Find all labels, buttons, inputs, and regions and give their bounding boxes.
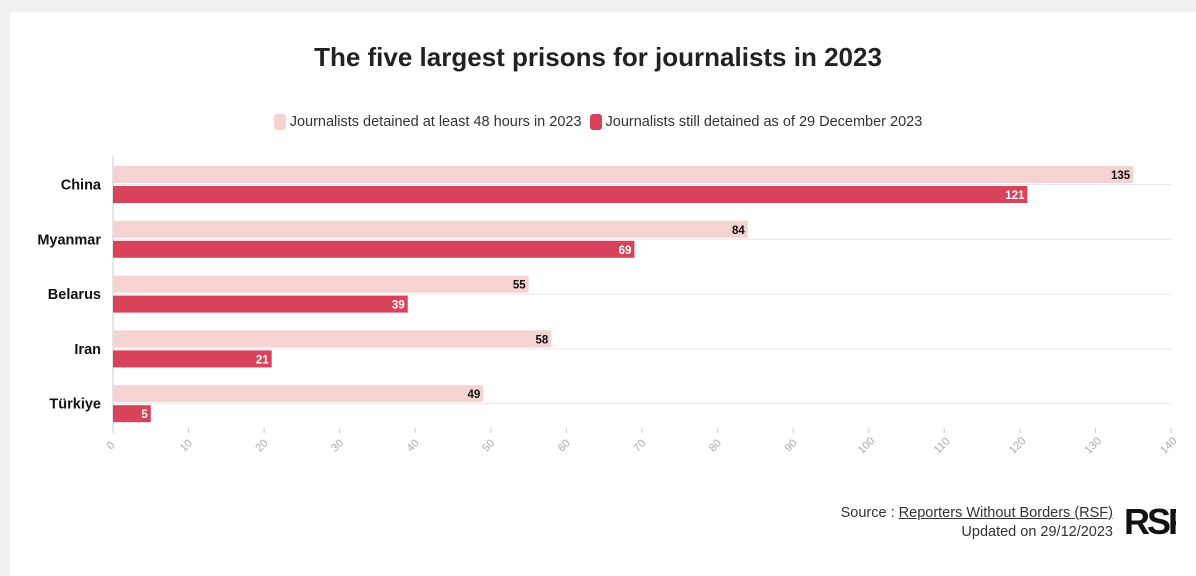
bar-china-series-2: [113, 186, 1028, 203]
x-tick-label-90: 90: [782, 437, 799, 454]
x-tick-label-110: 110: [932, 435, 953, 456]
legend-item-detained-48h[interactable]: Journalists detained at least 48 hours i…: [273, 114, 582, 130]
x-tick-label-140: 140: [1158, 435, 1179, 456]
legend-swatch-detained-48h: [273, 114, 286, 130]
bar-iran-series-2: [113, 350, 272, 368]
legend-label-still-detained: Journalists still detained as of 29 Dece…: [605, 114, 923, 130]
data-label-t-rkiye-series-1: 49: [468, 389, 481, 401]
source-link[interactable]: Reporters Without Borders (RSF): [898, 505, 1113, 521]
bar-iran-series-1: [113, 330, 552, 348]
source-block: Source : Reporters Without Borders (RSF)…: [841, 504, 1113, 542]
bar-belarus-series-1: [113, 275, 529, 293]
category-label-myanmar: Myanmar: [37, 232, 101, 248]
updated-date: Updated on 29/12/2023: [961, 524, 1113, 540]
legend: Journalists detained at least 48 hours i…: [0, 114, 1196, 130]
x-tick-label-20: 20: [253, 437, 270, 454]
category-label-belarus: Belarus: [48, 287, 101, 303]
chart-title: The five largest prisons for journalists…: [314, 42, 882, 72]
source-prefix: Source :: [840, 505, 895, 521]
category-label-china: China: [61, 178, 102, 194]
data-label-china-series-2: 121: [1005, 190, 1025, 202]
bar-myanmar-series-2: [113, 240, 635, 258]
bar-china-series-1: [113, 166, 1134, 183]
x-tick-label-100: 100: [856, 435, 877, 456]
x-tick-label-50: 50: [480, 437, 497, 454]
legend-item-still-detained[interactable]: Journalists still detained as of 29 Dece…: [589, 114, 923, 130]
bar-belarus-series-2: [113, 295, 408, 313]
x-tick-label-60: 60: [556, 437, 573, 454]
category-label-t-rkiye: Türkiye: [49, 397, 101, 413]
rsf-logo: RSF: [1124, 501, 1176, 540]
bar-chart: China 135 121 Myanmar 84 69 Belarus 55 39 Iran 58 2…: [37, 156, 1180, 457]
data-label-iran-series-2: 21: [256, 354, 269, 366]
x-tick-label-130: 130: [1083, 435, 1104, 456]
rsf-logo-text: RSF: [1124, 501, 1176, 540]
data-label-china-series-1: 135: [1111, 170, 1131, 182]
x-tick-label-10: 10: [178, 437, 195, 454]
x-tick-label-0: 0: [104, 439, 117, 452]
data-label-belarus-series-2: 39: [392, 300, 405, 312]
data-label-myanmar-series-2: 69: [619, 245, 632, 257]
bar-t-rkiye-series-1: [113, 385, 484, 403]
x-tick-label-40: 40: [405, 437, 422, 454]
x-tick-label-80: 80: [707, 437, 724, 454]
x-tick-label-30: 30: [329, 437, 346, 454]
legend-label-detained-48h: Journalists detained at least 48 hours i…: [289, 114, 582, 130]
data-label-iran-series-1: 58: [536, 334, 549, 346]
data-label-myanmar-series-1: 84: [732, 225, 745, 237]
legend-swatch-still-detained: [589, 114, 602, 130]
data-label-belarus-series-1: 55: [513, 280, 526, 292]
x-tick-label-120: 120: [1007, 435, 1028, 456]
bar-myanmar-series-1: [113, 220, 748, 238]
source-line: Source : Reporters Without Borders (RSF): [841, 504, 1113, 523]
x-tick-label-70: 70: [631, 437, 648, 454]
bar-t-rkiye-series-2: [113, 405, 151, 423]
data-label-t-rkiye-series-2: 5: [141, 409, 148, 421]
category-label-iran: Iran: [74, 342, 101, 358]
